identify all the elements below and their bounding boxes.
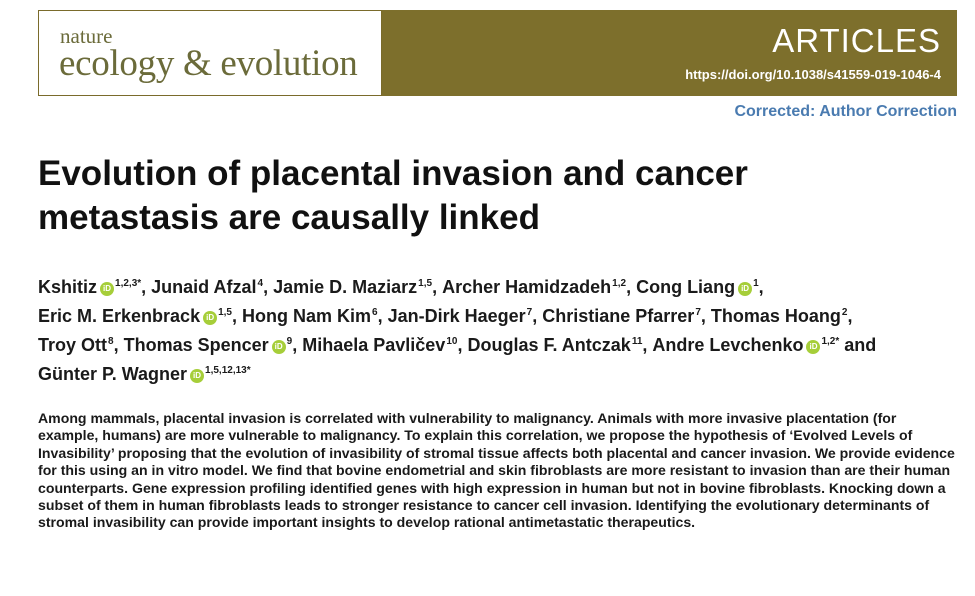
author-affiliation: 7 bbox=[695, 307, 701, 318]
author-separator: , bbox=[626, 277, 637, 297]
author-affiliation: 10 bbox=[446, 336, 458, 347]
author-separator: , bbox=[113, 335, 124, 355]
author-name: Cong Liang bbox=[636, 277, 736, 297]
author-separator: , bbox=[232, 306, 243, 326]
author-name: Eric M. Erkenbrack bbox=[38, 306, 201, 326]
author-affiliation: 1,5,12,13* bbox=[205, 365, 251, 376]
author[interactable]: Thomas Spencer iD 9, bbox=[124, 335, 303, 355]
title-line-1: Evolution of placental invasion and canc… bbox=[38, 154, 748, 193]
author-name: Douglas F. Antczak bbox=[467, 335, 631, 355]
author-separator: , bbox=[141, 277, 152, 297]
author-affiliation: 11 bbox=[631, 336, 643, 347]
journal-logo[interactable]: nature ecology & evolution bbox=[38, 10, 382, 96]
orcid-icon[interactable]: iD bbox=[271, 340, 286, 354]
author-name: Christiane Pfarrer bbox=[542, 306, 695, 326]
author-separator: , bbox=[457, 335, 468, 355]
author[interactable]: Günter P. Wagner iD 1,5,12,13* bbox=[38, 364, 251, 384]
author-affiliation: 1,5 bbox=[418, 278, 433, 289]
author-name: Troy Ott bbox=[38, 335, 108, 355]
doi-link[interactable]: https://doi.org/10.1038/s41559-019-1046-… bbox=[685, 67, 941, 82]
author-separator: and bbox=[839, 335, 877, 355]
author-name: Jamie D. Maziarz bbox=[273, 277, 418, 297]
article-type-banner: ARTICLES https://doi.org/10.1038/s41559-… bbox=[382, 10, 957, 96]
correction-link[interactable]: Corrected: Author Correction bbox=[734, 103, 957, 120]
author-affiliation: 8 bbox=[108, 336, 114, 347]
orcid-icon[interactable]: iD bbox=[738, 282, 753, 296]
author[interactable]: Kshitiz iD 1,2,3*, bbox=[38, 277, 151, 297]
author-affiliation: 1,5 bbox=[218, 307, 232, 318]
title-line-2: metastasis are causally linked bbox=[38, 198, 540, 237]
author-affiliation: 7 bbox=[526, 307, 533, 318]
author[interactable]: Junaid Afzal4, bbox=[151, 277, 273, 297]
author-separator: , bbox=[847, 306, 853, 326]
author-name: Archer Hamidzadeh bbox=[442, 277, 612, 297]
abstract: Among mammals, placental invasion is cor… bbox=[38, 410, 955, 531]
author-separator: , bbox=[377, 306, 388, 326]
author[interactable]: Mihaela Pavličev10, bbox=[302, 335, 467, 355]
author-separator: , bbox=[758, 277, 764, 297]
author-affiliation: 1 bbox=[753, 278, 759, 289]
author-affiliation: 1,2,3* bbox=[115, 278, 142, 289]
author[interactable]: Douglas F. Antczak11, bbox=[467, 335, 652, 355]
article-type-label: ARTICLES bbox=[772, 22, 941, 59]
article-title: Evolution of placental invasion and canc… bbox=[38, 152, 938, 240]
author[interactable]: Hong Nam Kim6, bbox=[242, 306, 388, 326]
journal-name: ecology & evolution bbox=[59, 43, 358, 84]
orcid-icon[interactable]: iD bbox=[806, 340, 821, 354]
author[interactable]: Eric M. Erkenbrack iD 1,5, bbox=[38, 306, 242, 326]
author-name: Andre Levchenko bbox=[652, 335, 804, 355]
author-affiliation: 1,2* bbox=[821, 336, 840, 347]
author-affiliation: 9 bbox=[286, 336, 293, 347]
author-name: Junaid Afzal bbox=[151, 277, 257, 297]
author-affiliation: 4 bbox=[257, 278, 264, 289]
author-affiliation: 6 bbox=[372, 307, 378, 318]
author[interactable]: Jan-Dirk Haeger7, bbox=[388, 306, 543, 326]
author[interactable]: Jamie D. Maziarz1,5, bbox=[273, 277, 442, 297]
orcid-icon[interactable]: iD bbox=[203, 311, 218, 325]
author[interactable]: Christiane Pfarrer7, bbox=[542, 306, 711, 326]
author-name: Günter P. Wagner bbox=[38, 364, 188, 384]
author-name: Hong Nam Kim bbox=[242, 306, 372, 326]
author-name: Kshitiz bbox=[38, 277, 98, 297]
journal-header: nature ecology & evolution ARTICLES http… bbox=[38, 10, 957, 98]
author-affiliation: 2 bbox=[841, 307, 848, 318]
author[interactable]: Thomas Hoang2, bbox=[711, 306, 853, 326]
author-separator: , bbox=[292, 335, 303, 355]
orcid-icon[interactable]: iD bbox=[190, 369, 205, 383]
author-name: Jan-Dirk Haeger bbox=[387, 306, 526, 326]
author-separator: , bbox=[432, 277, 443, 297]
author-name: Thomas Hoang bbox=[710, 306, 841, 326]
author-separator: , bbox=[642, 335, 653, 355]
author[interactable]: Cong Liang iD 1, bbox=[636, 277, 764, 297]
author[interactable]: Troy Ott8, bbox=[38, 335, 124, 355]
author-affiliation: 1,2 bbox=[612, 278, 627, 289]
journal-name-small: nature bbox=[60, 24, 113, 48]
author[interactable]: Andre Levchenko iD 1,2* and bbox=[652, 335, 876, 355]
author-separator: , bbox=[532, 306, 543, 326]
author[interactable]: Archer Hamidzadeh1,2, bbox=[442, 277, 636, 297]
author-name: Thomas Spencer bbox=[123, 335, 269, 355]
author-list: Kshitiz iD 1,2,3*, Junaid Afzal4, Jamie D.… bbox=[38, 273, 958, 389]
author-name: Mihaela Pavličev bbox=[302, 335, 446, 355]
orcid-icon[interactable]: iD bbox=[100, 282, 115, 296]
author-separator: , bbox=[700, 306, 711, 326]
author-separator: , bbox=[263, 277, 274, 297]
